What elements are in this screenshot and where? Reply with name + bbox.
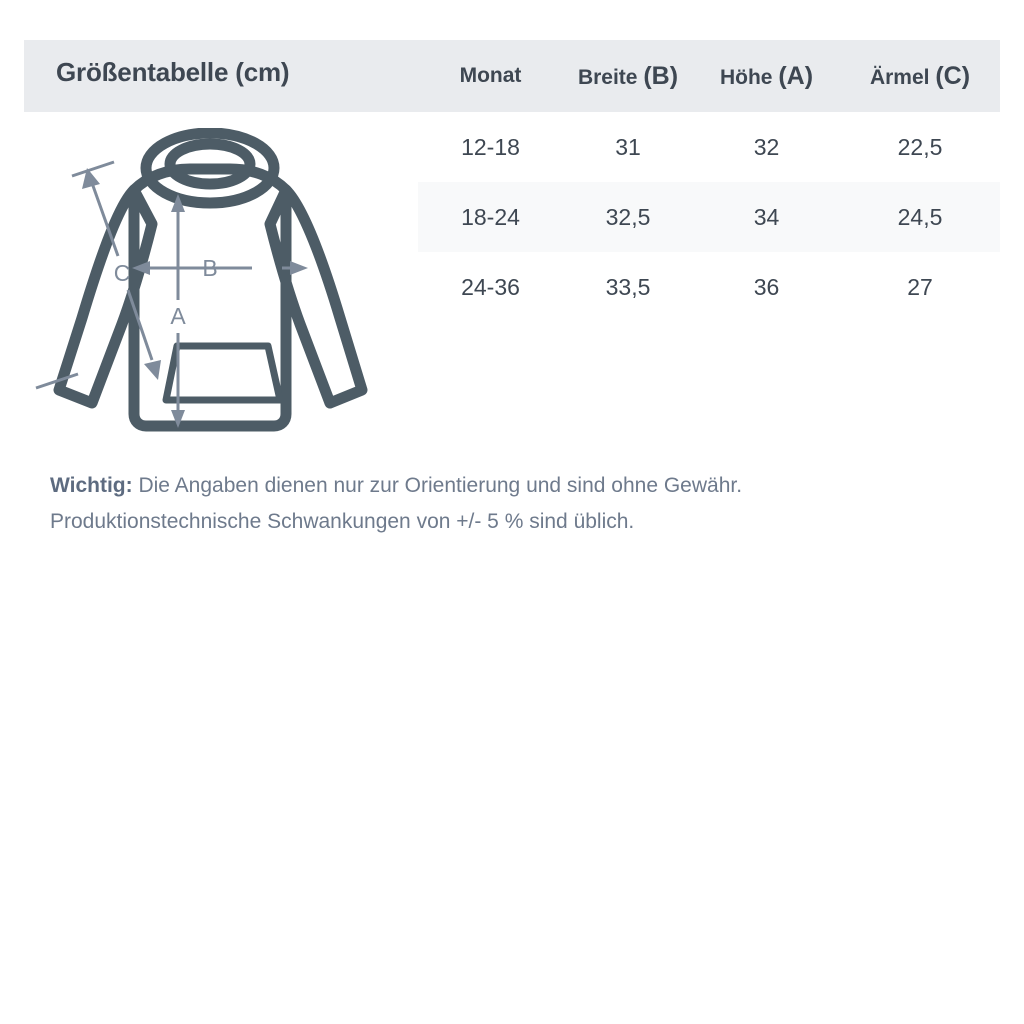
hoodie-diagram-svg: B A C [35,128,368,432]
hood-outer [140,128,280,209]
cell-breite: 33,5 [605,273,651,300]
cell-monat: 24-36 [461,273,520,300]
hood-inner [164,138,256,190]
width-arrowhead-left [132,261,150,275]
height-label: A [170,303,186,329]
page-title: Größentabelle (cm) [56,57,290,87]
table-row: 18-24 32,5 34 24,5 [418,182,1000,252]
disclaimer-label: Wichtig: [50,474,133,497]
cell-hoehe: 32 [753,133,780,160]
column-header-breite: Breite (B) [563,62,693,91]
sleeve-arrowhead-up [82,168,100,189]
cell-aermel: 27 [907,273,933,300]
column-header-hoehe: Höhe (A) [693,62,840,91]
sleeve-arrow-lower-line [126,289,154,361]
dimension-lines [35,160,296,416]
column-header-monat: Monat [418,64,563,88]
height-arrowhead-down [171,410,185,428]
sleeve-arrow-bottom-tick [35,372,79,390]
cell-monat: 18-24 [461,203,520,230]
size-table: Monat Breite (B) Höhe (A) Ärmel (C) 12-1… [418,40,1000,322]
table-header-band [24,40,1000,112]
sleeve-arrow-upper-line [90,182,120,257]
disclaimer-line-1: Die Angaben dienen nur zur Orientierung … [132,474,743,497]
table-row: 12-18 31 32 22,5 [418,112,1000,182]
column-header-aermel-code: (C) [935,61,971,90]
table-row: 24-36 33,5 36 27 [418,252,1000,322]
sleeve-arrowhead-down [144,360,161,380]
cell-aermel: 22,5 [897,133,943,160]
table-header-row: Monat Breite (B) Höhe (A) Ärmel (C) [418,40,1000,112]
cell-hoehe: 36 [753,273,780,300]
cell-breite: 31 [615,133,641,160]
disclaimer-note: Wichtig: Die Angaben dienen nur zur Orie… [50,468,980,540]
hoodie-illustration: B A C [30,128,410,458]
column-header-aermel-label: Ärmel [869,65,930,89]
width-arrowhead-right [290,261,308,275]
dimension-arrowheads [82,168,308,428]
right-sleeve [264,184,368,409]
cell-breite: 32,5 [605,203,651,230]
cell-hoehe: 34 [753,203,780,230]
column-header-hoehe-code: (A) [778,61,814,90]
left-sleeve [53,184,158,409]
disclaimer-line-2: Produktionstechnische Schwankungen von +… [50,510,635,533]
sleeve-label: C [114,260,131,286]
kangaroo-pocket [162,342,284,404]
column-header-hoehe-label: Höhe [719,65,773,89]
cell-aermel: 24,5 [897,203,943,230]
height-arrowhead-up [171,194,185,212]
column-header-breite-label: Breite [577,65,638,89]
sleeve-arrow-top-tick [71,160,115,178]
cell-monat: 12-18 [461,133,520,160]
column-header-aermel: Ärmel (C) [840,62,1000,91]
column-header-monat-label: Monat [459,64,522,87]
column-header-breite-code: (B) [643,61,679,90]
width-label: B [202,255,217,281]
garment-outline [53,128,368,432]
